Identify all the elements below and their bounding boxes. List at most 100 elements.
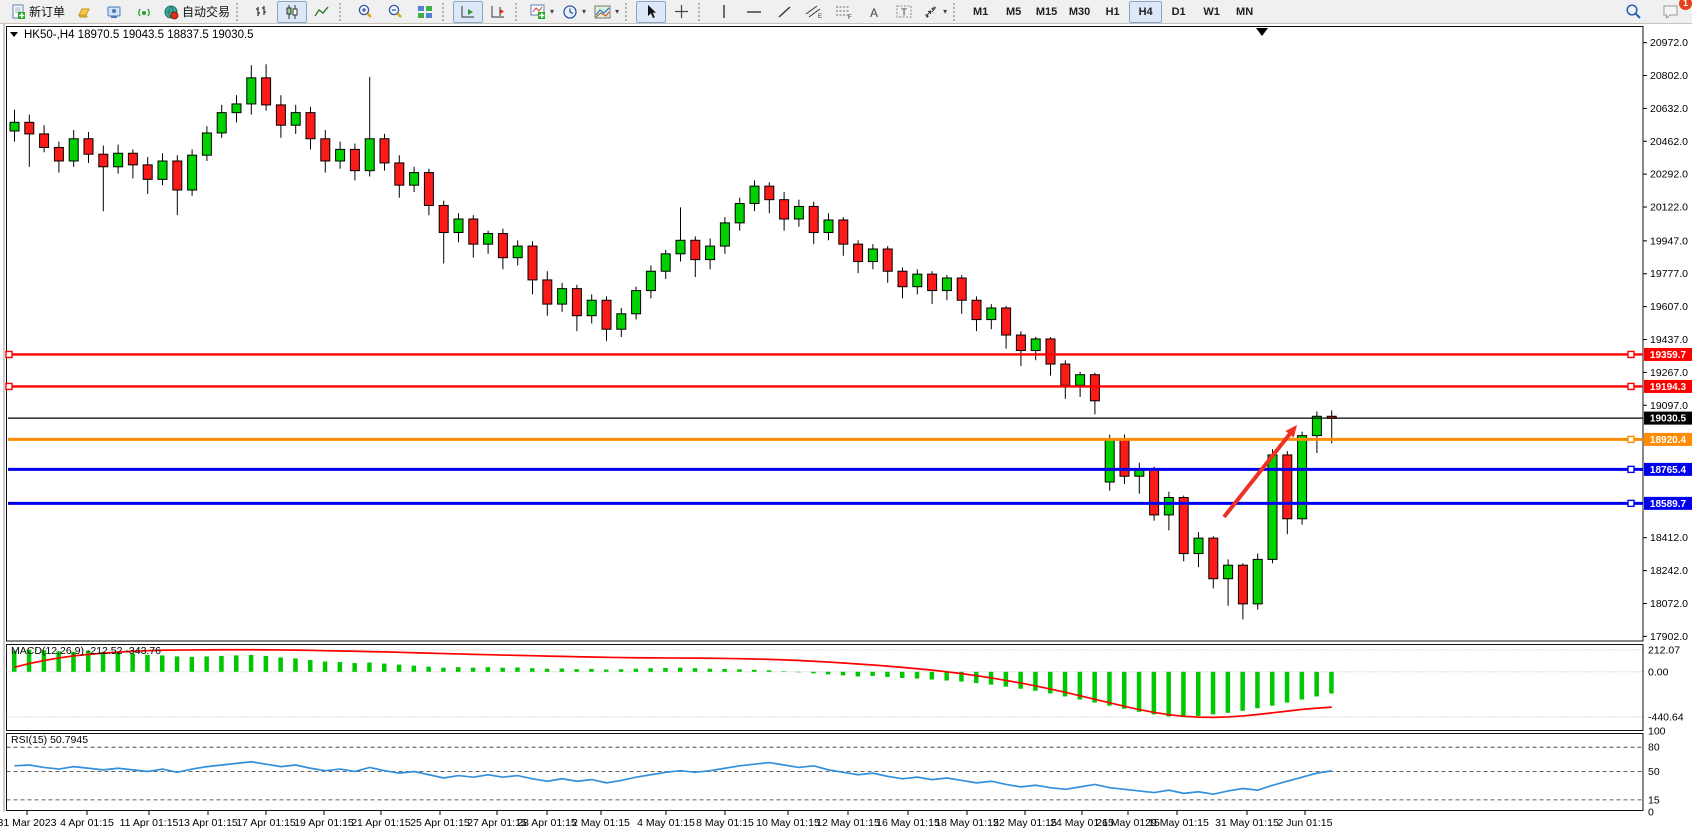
fibonacci-tool[interactable]: F bbox=[829, 1, 859, 23]
chart-shift-button[interactable] bbox=[483, 1, 513, 23]
macd-histogram-bar bbox=[1196, 671, 1201, 716]
candle-body bbox=[1075, 374, 1086, 386]
channel-tool[interactable]: E bbox=[799, 1, 829, 23]
tf-button-M1[interactable]: M1 bbox=[972, 5, 989, 18]
deposit-button[interactable] bbox=[69, 1, 99, 23]
macd-histogram-bar bbox=[840, 671, 846, 676]
line-handle[interactable] bbox=[1627, 499, 1635, 508]
auto-trading-label: 自动交易 bbox=[182, 5, 231, 19]
chart-canvas[interactable]: 20972.0 20802.0 20632.0 20462.0 20292.0 20122… bbox=[0, 24, 1692, 840]
new-order-button[interactable]: 新订单 bbox=[6, 1, 69, 23]
title-collapse-icon[interactable] bbox=[10, 32, 18, 37]
macd-histogram-bar bbox=[1210, 671, 1216, 715]
price-label-box bbox=[1644, 347, 1692, 361]
macd-histogram-bar bbox=[248, 654, 254, 672]
text-tool[interactable]: A bbox=[859, 1, 889, 23]
tf-button-H1[interactable]: H1 bbox=[1105, 5, 1120, 18]
line-handle[interactable] bbox=[5, 382, 13, 391]
auto-trading-button[interactable]: 自动交易 bbox=[159, 1, 234, 23]
price-label: 19030.5 bbox=[1650, 414, 1687, 425]
trend-arrow-head[interactable] bbox=[1285, 425, 1297, 438]
macd-histogram-bar bbox=[1003, 671, 1009, 687]
macd-histogram-bar bbox=[1033, 671, 1038, 691]
price-tick-label: 18412.0 bbox=[1650, 532, 1688, 544]
macd-histogram-bar bbox=[1225, 671, 1231, 713]
macd-histogram-bar bbox=[752, 669, 757, 672]
price-panel[interactable] bbox=[6, 26, 1644, 642]
bar-chart-button[interactable] bbox=[247, 1, 277, 23]
macd-histogram-bar bbox=[574, 669, 579, 672]
line-handle[interactable] bbox=[1627, 350, 1635, 359]
time-tick-label: 21 Apr 01:15 bbox=[351, 817, 411, 829]
shift-marker-icon[interactable] bbox=[1256, 28, 1268, 36]
candle-body bbox=[1015, 334, 1026, 352]
zoom-out-button[interactable] bbox=[380, 1, 410, 23]
line-chart-button[interactable] bbox=[307, 1, 337, 23]
line-handle[interactable] bbox=[1627, 382, 1635, 391]
line-handle[interactable] bbox=[5, 350, 13, 359]
tf-button-M30[interactable]: M30 bbox=[1068, 5, 1091, 18]
profile-button[interactable] bbox=[99, 1, 129, 23]
crosshair-button[interactable] bbox=[666, 1, 696, 23]
toolbar-separator bbox=[442, 2, 451, 21]
periods-button[interactable]: ▾ bbox=[558, 1, 590, 23]
candle-body bbox=[453, 218, 464, 234]
macd-histogram-bar bbox=[160, 655, 165, 672]
candle-body bbox=[793, 205, 804, 220]
candle-body bbox=[719, 222, 730, 247]
macd-histogram-bar bbox=[633, 668, 639, 672]
candle-body bbox=[675, 239, 686, 255]
macd-histogram-bar bbox=[1151, 671, 1157, 715]
arrows-tool[interactable]: ▾ bbox=[919, 1, 951, 23]
search-button[interactable] bbox=[1618, 1, 1648, 23]
time-tick-label: 4 Apr 01:15 bbox=[60, 817, 114, 829]
auto-scroll-icon bbox=[461, 5, 475, 17]
auto-trading-icon bbox=[164, 5, 179, 19]
indicators-button[interactable]: ▾ bbox=[526, 1, 558, 23]
tile-windows-button[interactable] bbox=[410, 1, 440, 23]
candle-body bbox=[497, 233, 508, 259]
notifications-button[interactable]: 1 bbox=[1656, 0, 1692, 23]
line-handle[interactable] bbox=[1627, 435, 1635, 444]
rsi-panel[interactable] bbox=[6, 733, 1644, 811]
auto-scroll-button[interactable] bbox=[453, 0, 484, 23]
zoom-in-button[interactable] bbox=[350, 1, 380, 23]
svg-text:F: F bbox=[848, 15, 852, 19]
candle-body bbox=[823, 219, 834, 234]
price-label: 19194.3 bbox=[1650, 382, 1687, 393]
trendline-tool[interactable] bbox=[769, 1, 799, 23]
tf-button-D1[interactable]: D1 bbox=[1171, 5, 1186, 18]
time-tick-label: 19 Apr 01:15 bbox=[294, 817, 354, 829]
tf-button-M5[interactable]: M5 bbox=[1005, 5, 1022, 18]
tf-button-M15[interactable]: M15 bbox=[1035, 5, 1058, 18]
signals-button[interactable] bbox=[129, 1, 159, 23]
candle-body bbox=[601, 299, 612, 330]
tf-button-MN[interactable]: MN bbox=[1236, 5, 1254, 18]
price-tick-label: 19607.0 bbox=[1650, 301, 1688, 313]
tf-button-H4[interactable]: H4 bbox=[1129, 0, 1163, 23]
candle-body bbox=[1297, 435, 1308, 520]
text-label-tool[interactable]: T bbox=[889, 1, 919, 23]
candle-body bbox=[423, 172, 434, 206]
candle-body bbox=[438, 204, 449, 234]
price-tick-label: 20292.0 bbox=[1650, 169, 1688, 181]
candle-chart-button[interactable] bbox=[277, 0, 308, 23]
toolbar-separator bbox=[625, 2, 634, 21]
candle-body bbox=[231, 103, 242, 114]
candle-body bbox=[290, 112, 301, 126]
tile-windows-icon bbox=[418, 5, 433, 18]
trend-arrow-line[interactable] bbox=[1222, 428, 1295, 519]
line-handle[interactable] bbox=[1627, 465, 1635, 474]
tf-button-W1[interactable]: W1 bbox=[1203, 5, 1220, 18]
horizontal-line-tool[interactable] bbox=[739, 1, 769, 23]
macd-histogram-bar bbox=[278, 657, 283, 672]
templates-button[interactable]: ▾ bbox=[590, 1, 623, 23]
macd-histogram-bar bbox=[367, 662, 372, 672]
macd-histogram-bar bbox=[1255, 671, 1260, 709]
candle-body bbox=[275, 104, 286, 126]
cursor-button[interactable] bbox=[636, 0, 667, 23]
vertical-line-tool[interactable] bbox=[709, 1, 739, 23]
candle-body bbox=[512, 245, 523, 259]
line-chart-icon bbox=[314, 6, 329, 16]
time-tick-label: 24 May 01:15 bbox=[1050, 817, 1114, 829]
